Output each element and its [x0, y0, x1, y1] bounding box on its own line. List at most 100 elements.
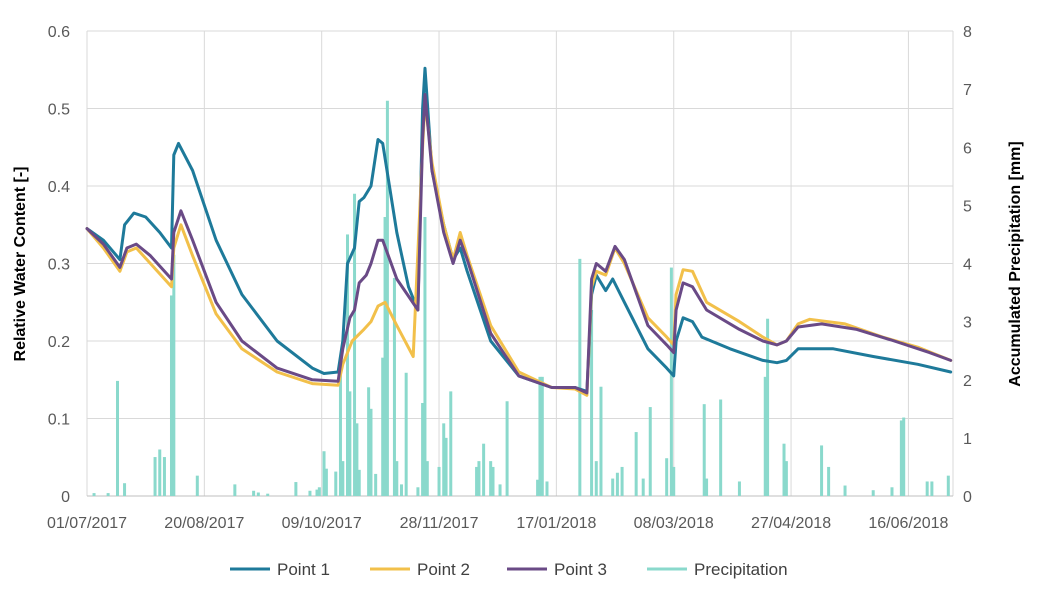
y2-tick-label: 7 [963, 82, 972, 99]
precipitation-bar [346, 234, 350, 496]
precipitation-bar [322, 451, 326, 496]
y-tick-label: 0.3 [48, 257, 70, 274]
precipitation-bar [416, 487, 420, 496]
x-tick-label: 27/04/2018 [751, 515, 831, 532]
precipitation-bar [590, 310, 594, 496]
precipitation-bar [475, 466, 479, 496]
y2-axis-title: Accumulated Precipitation [mm] [1007, 141, 1024, 386]
precipitation-bar [594, 461, 598, 496]
y-tick-label: 0.1 [48, 412, 70, 429]
precipitation-bar [162, 457, 166, 496]
precipitation-bar [578, 258, 582, 496]
precipitation-bar [233, 484, 237, 496]
y2-tick-label: 3 [963, 315, 972, 332]
precipitation-bar [252, 490, 256, 496]
precipitation-bar [648, 407, 652, 496]
precipitation-bar [381, 357, 385, 496]
precipitation-bar [536, 479, 540, 496]
precipitation-bar [116, 380, 120, 496]
precipitation-bar [489, 461, 493, 496]
precipitation-bar [444, 437, 448, 496]
precipitation-bar [930, 481, 934, 496]
precipitation-bar [620, 466, 624, 496]
series-line-point-1 [85, 66, 953, 393]
x-tick-label: 08/03/2018 [634, 515, 714, 532]
precipitation-bar [334, 471, 338, 496]
precipitation-bar [383, 217, 387, 496]
y-axis-title: Relative Water Content [-] [12, 167, 29, 362]
x-tick-label: 01/07/2017 [47, 515, 127, 532]
precipitation-bar [308, 490, 312, 496]
precipitation-bar [256, 492, 260, 496]
precipitation-bar [324, 468, 328, 496]
precipitation-bar [540, 376, 544, 496]
precipitation-bar [392, 278, 396, 496]
y-tick-label: 0.4 [48, 179, 70, 196]
precipitation-bar [843, 485, 847, 496]
precipitation-bar [763, 376, 767, 496]
precipitation-bar [153, 457, 157, 496]
precipitation-bar [341, 461, 345, 496]
precipitation-bar [369, 408, 373, 496]
y2-tick-label: 6 [963, 140, 972, 157]
legend-label: Point 2 [417, 560, 470, 579]
precipitation-bar [399, 484, 403, 496]
precipitation-bar [899, 420, 903, 496]
precipitation-bar [482, 443, 486, 496]
precipitation-bar [871, 490, 875, 496]
precipitation-bar [158, 449, 162, 496]
precipitation-bar [404, 372, 408, 496]
precipitation-bar [545, 481, 549, 496]
y-tick-label: 0.6 [48, 24, 70, 41]
legend-label: Point 1 [277, 560, 330, 579]
legend: Point 1 Point 2 Point 3 Precipitation [230, 560, 788, 579]
precipitation-bars [92, 100, 950, 496]
y2-tick-label: 8 [963, 24, 972, 41]
precipitation-bar [782, 443, 786, 496]
precipitation-bar [266, 493, 270, 496]
precipitation-bar [367, 387, 371, 496]
precipitation-bar [766, 318, 770, 496]
precipitation-bar [634, 432, 638, 496]
precipitation-bar [385, 100, 389, 496]
precipitation-bar [437, 466, 441, 496]
precipitation-bar [665, 458, 669, 496]
precipitation-bar [357, 469, 361, 496]
y-tick-label: 0 [61, 489, 70, 506]
series-lines [85, 66, 953, 397]
precipitation-bar [820, 445, 824, 496]
precipitation-bar [702, 404, 706, 496]
precipitation-bar [611, 478, 615, 496]
y2-tick-label: 5 [963, 198, 972, 215]
precipitation-bar [505, 401, 509, 496]
precipitation-bar [498, 484, 502, 496]
precipitation-bar [672, 466, 676, 496]
precipitation-bar [890, 487, 894, 496]
precipitation-bar [705, 478, 709, 496]
precipitation-bar [294, 482, 298, 496]
precipitation-bar [827, 466, 831, 496]
precipitation-bar [946, 475, 950, 496]
precipitation-bar [599, 386, 603, 496]
precipitation-bar [338, 368, 342, 496]
precipitation-bar [442, 423, 446, 496]
x-tick-label: 09/10/2017 [282, 515, 362, 532]
series-line-point-2 [85, 99, 953, 397]
precipitation-bar [106, 493, 110, 496]
x-tick-label: 28/11/2017 [400, 515, 479, 532]
precipitation-bar [449, 391, 453, 496]
x-tick-label: 16/06/2018 [868, 515, 948, 532]
precipitation-bar [92, 493, 96, 496]
series-line-point-3 [85, 93, 953, 395]
precipitation-bar [669, 267, 673, 496]
precipitation-bar [123, 483, 127, 496]
precipitation-bar [902, 417, 906, 496]
precipitation-bar [423, 217, 427, 496]
grid-lines [86, 30, 954, 497]
precipitation-bar [172, 254, 176, 496]
y2-tick-label: 1 [963, 431, 972, 448]
precipitation-bar [421, 403, 425, 496]
precipitation-bar [169, 295, 173, 496]
